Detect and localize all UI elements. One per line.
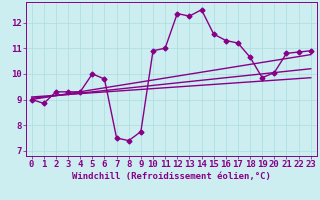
X-axis label: Windchill (Refroidissement éolien,°C): Windchill (Refroidissement éolien,°C) (72, 172, 271, 181)
